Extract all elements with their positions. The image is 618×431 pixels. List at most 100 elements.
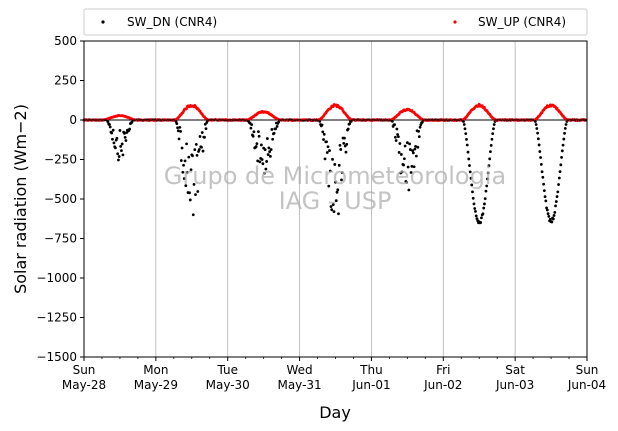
watermark-line-1: Grupo de Micrometeorologia — [164, 162, 506, 190]
sw-dn-point — [117, 155, 121, 158]
sw-dn-point — [274, 127, 278, 131]
sw-dn-point — [465, 143, 469, 147]
sw-dn-point — [405, 141, 409, 145]
sw-dn-point — [178, 125, 182, 129]
sw-dn-point — [114, 146, 117, 150]
sw-dn-point — [320, 123, 324, 127]
legend-box — [83, 8, 588, 36]
x-tick-day-5: Fri — [436, 363, 450, 377]
sw-dn-point — [194, 142, 198, 146]
y-tick-label-0: 500 — [54, 34, 77, 48]
x-tick-date-0: May-28 — [62, 378, 106, 392]
sw-dn-point — [536, 137, 540, 141]
sw-dn-point — [333, 163, 337, 166]
sw-dn-point — [486, 171, 490, 175]
x-tick-day-4: Thu — [359, 363, 383, 377]
sw-dn-point — [418, 125, 422, 129]
sw-dn-point — [197, 148, 201, 151]
sw-dn-point — [185, 171, 189, 174]
sw-dn-point — [121, 153, 125, 157]
sw-dn-point — [465, 137, 468, 141]
sw-dn-point — [539, 163, 543, 166]
sw-dn-point — [251, 134, 255, 138]
y-tick-label-3: −250 — [44, 153, 77, 167]
x-tick-date-3: May-31 — [277, 378, 321, 392]
sw-dn-point — [539, 156, 542, 159]
watermark-line-2: IAG - USP — [279, 187, 392, 215]
sw-dn-point — [257, 134, 261, 138]
sw-dn-point — [473, 207, 477, 210]
sw-dn-point — [262, 171, 266, 175]
sw-dn-point — [108, 125, 112, 129]
sw-dn-point — [559, 163, 563, 167]
sw-dn-point — [560, 155, 563, 159]
sw-dn-point — [563, 131, 566, 135]
sw-dn-point — [543, 195, 547, 199]
sw-dn-point — [257, 130, 260, 134]
sw-dn-point — [474, 210, 477, 213]
sw-dn-point — [390, 119, 394, 123]
sw-dn-point — [487, 164, 491, 168]
x-tick-date-6: Jun-03 — [495, 378, 534, 392]
x-tick-date-2: May-30 — [206, 378, 250, 392]
sw-dn-point — [195, 153, 199, 157]
sw-dn-point — [118, 129, 122, 132]
sw-dn-point — [337, 163, 341, 167]
y-axis-title: Solar radiation (Wm−2) — [11, 104, 30, 294]
sw-dn-point — [402, 163, 406, 167]
sw-dn-point — [249, 126, 253, 130]
sw-dn-point — [175, 122, 179, 126]
sw-dn-point — [120, 149, 123, 153]
sw-dn-point — [542, 182, 545, 186]
sw-dn-point — [188, 191, 191, 195]
sw-dn-point — [322, 138, 325, 141]
sw-dn-point — [560, 149, 564, 153]
sw-dn-point — [111, 137, 114, 141]
sw-dn-point — [117, 158, 120, 162]
legend: SW_DN (CNR4) SW_UP (CNR4) — [83, 8, 588, 36]
x-tick-day-6: Sat — [505, 363, 525, 377]
sw-dn-point — [326, 145, 330, 149]
sw-dn-point — [329, 205, 333, 208]
sw-dn-point — [322, 132, 326, 136]
sw-dn-point — [255, 142, 259, 146]
sw-dn-point — [331, 203, 335, 207]
x-tick-day-0: Sun — [73, 363, 96, 377]
sw-dn-point — [176, 129, 180, 133]
y-tick-label-4: −500 — [44, 192, 77, 206]
sw-dn-point — [412, 165, 416, 169]
x-tick-date-1: May-29 — [134, 378, 178, 392]
sw-dn-point — [411, 151, 415, 155]
sw-up-point — [185, 107, 188, 111]
sw-dn-point — [191, 154, 194, 158]
sw-dn-point — [204, 127, 208, 131]
sw-dn-point — [472, 202, 476, 206]
sw-dn-point — [180, 146, 184, 150]
sw-dn-point — [408, 142, 411, 146]
y-tick-label-1: 250 — [54, 74, 77, 88]
sw-dn-point — [330, 208, 334, 212]
sw-dn-point — [403, 144, 407, 148]
grid-lines — [155, 41, 516, 357]
sw-dn-point — [486, 177, 489, 181]
sw-dn-point — [561, 143, 565, 147]
sw-dn-point — [469, 176, 473, 180]
sw-dn-point — [552, 214, 556, 217]
sw-dn-point — [332, 210, 336, 214]
sw-dn-point — [399, 153, 403, 156]
sw-dn-point — [124, 139, 128, 142]
sw-dn-point — [275, 125, 279, 128]
x-tick-day-1: Mon — [143, 363, 168, 377]
sw-dn-point — [123, 135, 127, 139]
legend-label-sw-up: SW_UP (CNR4) — [478, 15, 566, 29]
sw-dn-point — [564, 123, 568, 126]
sw-dn-point — [417, 135, 421, 139]
sw-dn-point — [396, 133, 400, 136]
sw-dn-point — [181, 170, 185, 174]
sw-dn-point — [325, 140, 328, 144]
sw-dn-point — [342, 141, 346, 145]
sw-dn-point — [348, 122, 352, 126]
sw-dn-point — [466, 150, 470, 154]
sw-dn-point — [119, 144, 123, 148]
data-points — [82, 102, 588, 225]
